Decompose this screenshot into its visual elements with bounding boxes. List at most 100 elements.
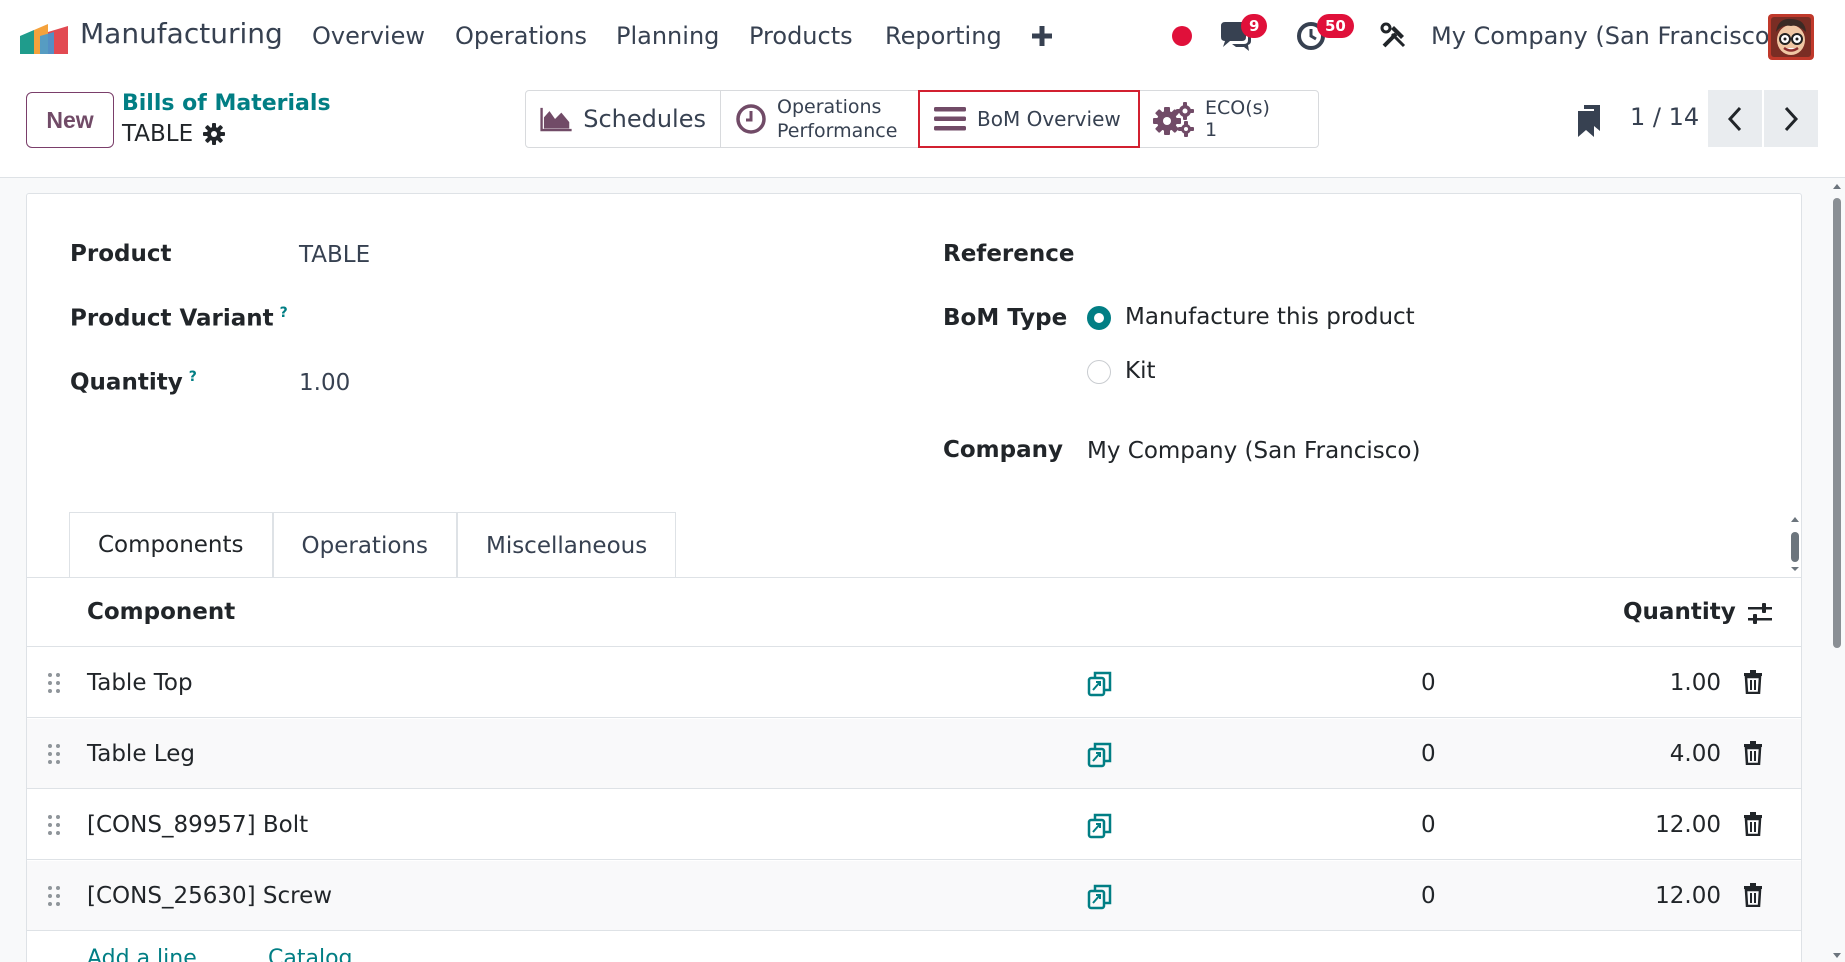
drag-handle-icon[interactable] — [47, 672, 61, 694]
quantity-label: Quantity? — [70, 369, 197, 396]
tab-miscellaneous[interactable]: Miscellaneous — [456, 512, 677, 578]
app-name[interactable]: Manufacturing — [80, 17, 283, 50]
forecast-report-icon[interactable] — [1087, 671, 1113, 697]
eco-label: ECO(s) 1 — [1205, 97, 1270, 141]
pager-next-button[interactable] — [1764, 90, 1818, 147]
activities-badge: 50 — [1317, 14, 1354, 38]
pager-previous-button[interactable] — [1708, 90, 1762, 147]
table-row[interactable]: [CONS_25630] Screw 0 12.00 — [27, 861, 1801, 931]
product-variant-label: Product Variant? — [70, 305, 288, 332]
new-button[interactable]: New — [26, 92, 114, 148]
manufacturing-app-icon[interactable] — [20, 22, 68, 54]
trash-icon[interactable] — [1743, 812, 1763, 836]
table-row[interactable]: [CONS_89957] Bolt 0 12.00 — [27, 790, 1801, 860]
operations-performance-label: Operations Performance — [777, 95, 897, 143]
notebook-tabs: Components Operations Miscellaneous — [69, 512, 677, 578]
product-field[interactable]: TABLE — [299, 242, 371, 268]
help-tooltip-icon[interactable]: ? — [188, 369, 197, 385]
bookmark-icon[interactable] — [1578, 105, 1600, 137]
row-quantity[interactable]: 12.00 — [1655, 812, 1721, 838]
trash-icon[interactable] — [1743, 883, 1763, 907]
drag-handle-icon[interactable] — [47, 814, 61, 836]
tabs-scrollbar[interactable] — [1789, 516, 1801, 572]
bom-overview-button[interactable]: BoM Overview — [918, 90, 1140, 148]
column-quantity[interactable]: Quantity — [1623, 599, 1736, 625]
page-scrollbar[interactable] — [1832, 183, 1842, 962]
column-component[interactable]: Component — [87, 599, 236, 625]
company-switcher[interactable]: My Company (San Francisco) — [1431, 22, 1779, 50]
bom-type-manufacture-radio[interactable] — [1087, 306, 1111, 330]
smart-buttons: Schedules Operations Performance BoM Ove… — [525, 90, 1319, 148]
row-quantity[interactable]: 12.00 — [1655, 883, 1721, 909]
row-component[interactable]: Table Leg — [87, 741, 195, 767]
schedules-button[interactable]: Schedules — [526, 91, 721, 147]
bom-type-manufacture-label[interactable]: Manufacture this product — [1125, 304, 1415, 330]
schedules-label: Schedules — [583, 105, 706, 133]
bom-overview-label: BoM Overview — [977, 107, 1121, 131]
plus-icon[interactable] — [1031, 25, 1053, 47]
menu-reporting[interactable]: Reporting — [885, 22, 1002, 50]
debug-tools-icon[interactable] — [1380, 22, 1408, 50]
reference-field[interactable] — [1087, 234, 1767, 268]
tab-components[interactable]: Components — [69, 512, 273, 578]
tab-operations[interactable]: Operations — [272, 512, 457, 578]
breadcrumb-bills-of-materials[interactable]: Bills of Materials — [122, 91, 331, 116]
trash-icon[interactable] — [1743, 670, 1763, 694]
trash-icon[interactable] — [1743, 741, 1763, 765]
bom-type-label: BoM Type — [943, 305, 1068, 331]
user-avatar[interactable] — [1768, 14, 1814, 60]
forecast-report-icon[interactable] — [1087, 742, 1113, 768]
catalog-link[interactable]: Catalog — [268, 946, 353, 962]
breadcrumb-current: TABLE — [122, 121, 226, 147]
optional-columns-sliders-icon[interactable] — [1747, 602, 1773, 626]
components-table-header: Component Quantity — [27, 578, 1801, 647]
table-row[interactable]: Table Top 0 1.00 — [27, 648, 1801, 718]
top-navbar: Manufacturing Overview Operations Planni… — [0, 0, 1845, 73]
pager-value[interactable]: 1 / 14 — [1630, 103, 1700, 131]
ops-perf-line2: Performance — [777, 120, 898, 142]
add-a-line-link[interactable]: Add a line — [87, 946, 197, 962]
menu-planning[interactable]: Planning — [616, 22, 720, 50]
bom-type-kit-radio[interactable] — [1087, 360, 1111, 384]
messages-icon[interactable] — [1218, 20, 1252, 52]
control-panel: New Bills of Materials TABLE Schedules — [0, 73, 1845, 178]
table-row[interactable]: Table Leg 0 4.00 — [27, 719, 1801, 789]
messages-badge: 9 — [1241, 14, 1268, 38]
forecast-report-icon[interactable] — [1087, 884, 1113, 910]
reference-label: Reference — [943, 241, 1075, 267]
drag-handle-icon[interactable] — [47, 885, 61, 907]
menu-products[interactable]: Products — [749, 22, 853, 50]
row-component[interactable]: Table Top — [87, 670, 193, 696]
row-available-qty: 0 — [1421, 812, 1436, 838]
help-tooltip-icon[interactable]: ? — [279, 305, 288, 321]
product-variant-field[interactable] — [299, 298, 859, 332]
eco-count: 1 — [1205, 119, 1218, 141]
gears-icon — [1153, 102, 1194, 137]
row-available-qty: 0 — [1421, 670, 1436, 696]
row-quantity[interactable]: 4.00 — [1669, 741, 1721, 767]
row-component[interactable]: [CONS_89957] Bolt — [87, 812, 309, 838]
chevron-right-icon — [1784, 106, 1799, 131]
list-bars-icon — [934, 107, 966, 131]
eco-title: ECO(s) — [1205, 97, 1270, 119]
company-field[interactable]: My Company (San Francisco) — [1087, 438, 1421, 464]
ops-perf-line1: Operations — [777, 96, 882, 118]
form-sheet: Product TABLE Product Variant? Quantity?… — [26, 193, 1802, 962]
record-name: TABLE — [122, 121, 194, 147]
menu-overview[interactable]: Overview — [312, 22, 425, 50]
gear-icon[interactable] — [203, 123, 226, 145]
drag-handle-icon[interactable] — [47, 743, 61, 765]
row-available-qty: 0 — [1421, 741, 1436, 767]
menu-operations[interactable]: Operations — [455, 22, 587, 50]
row-component[interactable]: [CONS_25630] Screw — [87, 883, 333, 909]
product-label: Product — [70, 241, 172, 267]
area-chart-icon — [540, 107, 572, 132]
eco-button[interactable]: ECO(s) 1 — [1139, 91, 1318, 147]
row-quantity[interactable]: 1.00 — [1669, 670, 1721, 696]
row-available-qty: 0 — [1421, 883, 1436, 909]
operations-performance-button[interactable]: Operations Performance — [721, 91, 919, 147]
recording-indicator-icon[interactable] — [1172, 26, 1192, 46]
forecast-report-icon[interactable] — [1087, 813, 1113, 839]
bom-type-kit-label[interactable]: Kit — [1125, 358, 1156, 384]
quantity-field[interactable]: 1.00 — [299, 370, 351, 396]
